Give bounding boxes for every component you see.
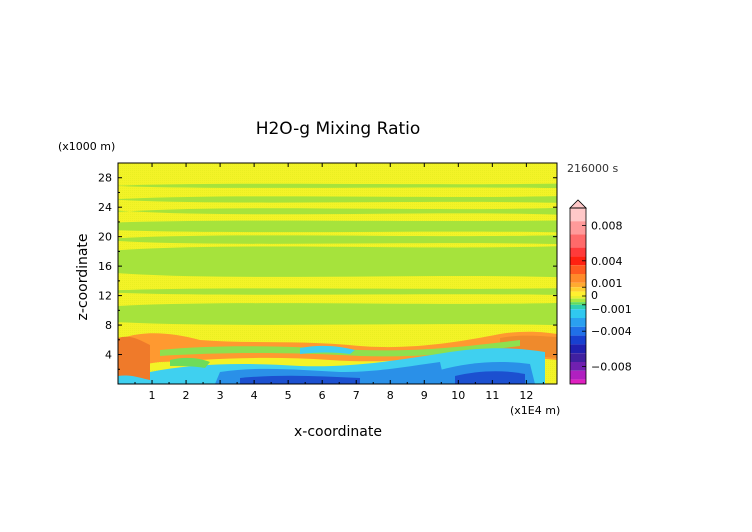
- streak-1: [160, 340, 520, 357]
- y-axis-label: z-coordinate: [75, 233, 91, 320]
- x-tick-label: 9: [421, 389, 428, 402]
- colorbar-swatch: [570, 309, 586, 318]
- patch-2: [300, 345, 355, 354]
- y-tick-label: 24: [98, 201, 112, 214]
- colorbar-tick-label: 0.004: [591, 255, 623, 268]
- x-axis: 1 2 3 4 5 6 7 8 9 10 11 12: [134, 163, 544, 402]
- colorbar-max-arrow: [569, 199, 587, 209]
- colorbar-swatch: [570, 282, 586, 288]
- x-tick-label: 4: [251, 389, 258, 402]
- colorbar-tick-label: 0.008: [591, 220, 623, 233]
- colorbar-swatch: [570, 291, 586, 296]
- colorbar-tick-label: −0.004: [591, 325, 632, 338]
- y-tick-label: 16: [98, 260, 112, 273]
- low-level-structure: [118, 331, 557, 384]
- y-tick-label: 8: [105, 319, 112, 332]
- y-tick-label: 4: [105, 349, 112, 362]
- colorbar-swatch: [570, 304, 586, 310]
- colorbar-swatch: [570, 296, 586, 299]
- colorbar-swatch: [570, 298, 586, 303]
- field-band: [118, 302, 557, 326]
- x-tick-label: 1: [149, 389, 156, 402]
- chart-title: H2O-g Mixing Ratio: [256, 119, 421, 139]
- y-axis: 4 8 12 16 20 24 28: [98, 172, 557, 370]
- mixing-ratio-field: [117, 162, 558, 385]
- colorbar-swatch: [570, 370, 586, 380]
- colorbar-swatch: [570, 274, 586, 283]
- patch-1: [170, 357, 210, 368]
- upper-bands: [118, 183, 557, 326]
- colorbar-swatch: [570, 265, 586, 274]
- colorbar-swatch: [570, 234, 586, 248]
- x-tick-label: 7: [353, 389, 360, 402]
- colorbar-swatch: [570, 335, 586, 345]
- colorbar-swatch: [570, 247, 586, 257]
- x-tick-label: 12: [519, 389, 533, 402]
- field-band: [118, 196, 557, 203]
- colorbar-swatch: [570, 379, 586, 384]
- colorbar-swatch: [570, 326, 586, 336]
- x-tick-label: 11: [485, 389, 499, 402]
- field-band: [118, 207, 557, 215]
- field-band: [118, 220, 557, 233]
- colorbar-tick-label: −0.008: [591, 360, 632, 373]
- colorbar-swatch: [570, 302, 586, 305]
- field-band: [118, 183, 557, 189]
- dry-region-left: [118, 375, 150, 384]
- x-tick-label: 6: [319, 389, 326, 402]
- x-axis-label: x-coordinate: [294, 424, 382, 440]
- y-tick-label: 20: [98, 231, 112, 244]
- colorbar-swatch: [570, 344, 586, 354]
- colorbar-tick-label: −0.001: [591, 303, 632, 316]
- dry-core-dark-1: [240, 375, 360, 384]
- y-tick-label: 28: [98, 172, 112, 185]
- moist-core-left: [118, 336, 150, 384]
- x-unit-label: (x1E4 m): [510, 404, 560, 417]
- time-label: 216000 s: [567, 162, 618, 175]
- x-tick-label: 10: [451, 389, 465, 402]
- colorbar-tick-label: 0: [591, 289, 598, 302]
- y-tick-label: 12: [98, 290, 112, 303]
- colorbar-swatch: [570, 208, 586, 222]
- colorbar-swatch: [570, 221, 586, 235]
- field-band: [118, 288, 557, 295]
- colorbar-swatch: [570, 318, 586, 327]
- x-tick-label: 5: [285, 389, 292, 402]
- field-band: [118, 235, 557, 245]
- colorbar-swatch: [570, 256, 586, 266]
- x-tick-label: 3: [217, 389, 224, 402]
- colorbar-swatch: [570, 353, 586, 362]
- colorbar-swatch: [570, 362, 586, 371]
- colorbar-swatch: [570, 287, 586, 292]
- x-tick-label: 8: [387, 389, 394, 402]
- plot-frame: [117, 162, 558, 385]
- colorbar-tick-label: 0.001: [591, 277, 623, 290]
- x-tick-label: 2: [183, 389, 190, 402]
- y-unit-label: (x1000 m): [58, 140, 115, 153]
- field-band: [118, 246, 557, 278]
- dry-core-dark-2: [455, 371, 525, 384]
